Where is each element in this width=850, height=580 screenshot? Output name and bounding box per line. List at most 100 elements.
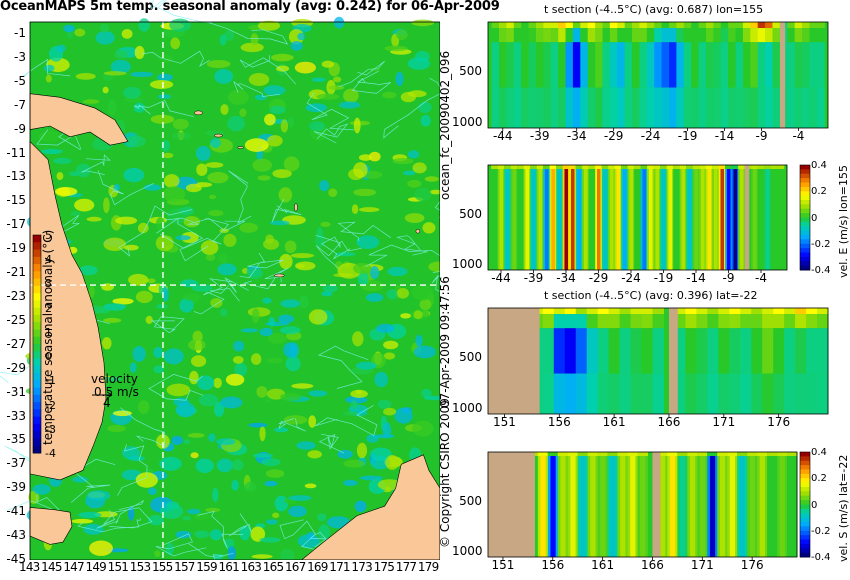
section-cell — [742, 22, 751, 29]
velocity-colorbar-segment — [800, 195, 810, 201]
anomaly-patch — [395, 71, 404, 87]
section-cell — [535, 22, 545, 29]
colorbar-segment — [33, 344, 41, 352]
anomaly-patch — [197, 375, 215, 391]
anomaly-patch — [220, 104, 229, 115]
section-cell — [712, 165, 720, 169]
anomaly-patch — [268, 317, 275, 327]
velocity-colorbar-segment — [800, 208, 810, 214]
section-cell — [597, 328, 610, 374]
anomaly-patch — [351, 204, 359, 215]
panel-frame — [487, 164, 788, 271]
section-cell — [683, 42, 692, 88]
section-cell — [787, 452, 798, 456]
section-cell — [750, 22, 759, 29]
section-x-tick: -24 — [640, 129, 661, 143]
anomaly-patch — [272, 512, 280, 519]
section-cell — [513, 87, 522, 128]
velocity-colorbar-segment — [800, 221, 810, 227]
section-cell — [660, 454, 666, 557]
section-cell — [749, 454, 756, 557]
section-cell — [595, 28, 604, 43]
velocity-colorbar-segment — [800, 182, 810, 188]
anomaly-patch — [265, 519, 278, 525]
section-cell — [580, 42, 589, 88]
section-cell — [521, 42, 530, 88]
lon-label: 175 — [373, 560, 395, 574]
anomaly-patch — [159, 456, 182, 471]
anomaly-patch — [74, 28, 86, 37]
section-cell — [595, 165, 603, 169]
anomaly-patch — [103, 303, 127, 311]
section-cell — [543, 87, 552, 128]
contour-line — [96, 499, 145, 529]
section-cell — [621, 165, 629, 169]
section-cell — [729, 314, 741, 329]
section-cell — [608, 373, 621, 414]
anomaly-patch — [200, 240, 219, 255]
velocity-colorbar-segment — [800, 178, 810, 183]
anomaly-patch — [411, 19, 434, 27]
section-cell — [641, 314, 654, 329]
contour-line — [81, 154, 111, 175]
lat-label: -21 — [6, 265, 26, 280]
section-cell — [674, 308, 686, 315]
contour-line — [314, 405, 378, 437]
anomaly-patch — [240, 328, 259, 333]
section-cell — [646, 28, 655, 43]
section-cell — [757, 165, 765, 169]
section-cell — [676, 87, 685, 128]
section-cell — [652, 314, 664, 329]
section-cell — [530, 165, 538, 169]
anomaly-patch — [194, 530, 210, 539]
lon-label: 165 — [262, 560, 284, 574]
anomaly-patch — [414, 187, 432, 202]
anomaly-patch — [191, 284, 213, 292]
section-cell — [540, 454, 546, 557]
anomaly-patch — [263, 238, 280, 250]
anomaly-patch — [263, 85, 286, 96]
colorbar-segment — [33, 380, 41, 389]
anomaly-patch — [195, 458, 214, 473]
anomaly-patch — [227, 546, 237, 560]
section-x-tick: 166 — [657, 415, 681, 429]
section-cell — [770, 165, 778, 169]
section-cell — [624, 87, 633, 128]
section-x-tick: -29 — [603, 129, 624, 143]
colorbar-segment — [33, 402, 41, 410]
contour-line — [315, 240, 362, 269]
anomaly-patch — [240, 42, 264, 53]
section-cell — [809, 22, 818, 29]
anomaly-patch — [278, 314, 294, 324]
anomaly-patch — [280, 548, 295, 560]
anomaly-patch — [262, 297, 272, 304]
section-cell — [700, 167, 705, 270]
colorbar-segment — [33, 351, 41, 360]
anomaly-patch — [308, 309, 328, 325]
lon-label: 161 — [218, 560, 239, 574]
section-cell — [637, 452, 648, 456]
section-cell — [629, 167, 634, 270]
anomaly-patch — [217, 263, 237, 276]
anomaly-patch — [122, 446, 140, 460]
contour-line — [159, 217, 230, 249]
section-cell — [789, 454, 795, 557]
colorbar-segment — [33, 423, 41, 432]
section-cell — [720, 42, 729, 88]
section-cell — [543, 28, 552, 43]
lon-label: 163 — [240, 560, 262, 574]
section-cell — [609, 42, 618, 88]
anomaly-patch — [166, 501, 180, 510]
section-cell — [634, 165, 642, 169]
section-cell — [676, 42, 685, 88]
lat-label: -27 — [6, 336, 26, 351]
anomaly-patch — [128, 506, 135, 521]
section-cell — [661, 28, 670, 43]
anomaly-patch — [232, 459, 244, 471]
anomaly-patch — [261, 458, 281, 467]
section-cell — [816, 28, 825, 43]
section-cell — [727, 452, 738, 456]
section-cell — [575, 165, 583, 169]
lon-label: 155 — [151, 560, 173, 574]
section-cell — [646, 42, 655, 88]
